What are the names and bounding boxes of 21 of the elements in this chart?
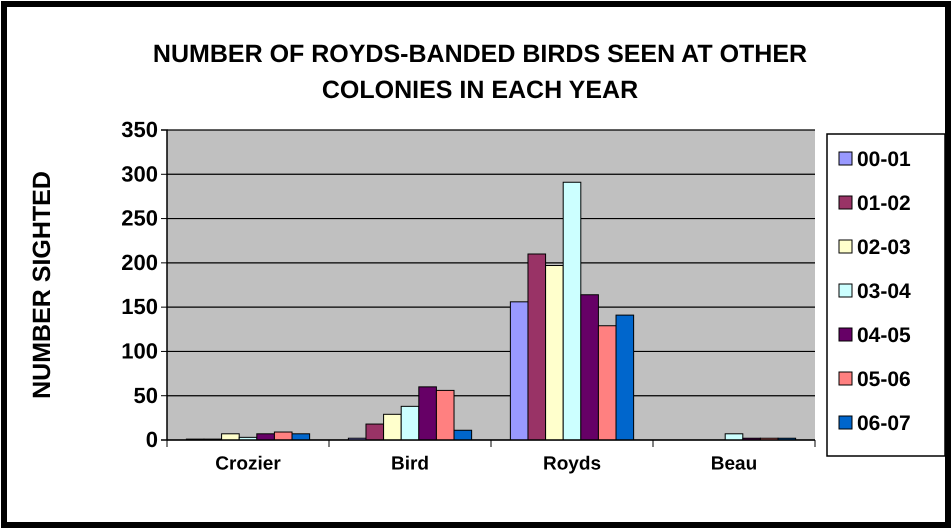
- x-tick-label: Bird: [391, 453, 429, 474]
- legend-label: 06-07: [857, 412, 911, 435]
- y-tick-label: 250: [121, 206, 158, 231]
- legend-label: 03-04: [857, 280, 912, 303]
- y-tick-label: 300: [121, 161, 158, 186]
- y-tick-label: 150: [121, 294, 158, 320]
- x-tick-label: Beau: [710, 453, 758, 474]
- chart-title: NUMBER OF ROYDS-BANDED BIRDS SEEN AT OTHER COLONIES IN EACH YEAR: [152, 40, 808, 104]
- y-tick-label: 350: [121, 117, 158, 142]
- legend-label: 02-03: [857, 236, 911, 259]
- y-axis-title: NUMBER SIGHTED: [28, 171, 56, 399]
- x-tick-label: Royds: [542, 453, 602, 474]
- y-tick-label: 200: [121, 250, 158, 275]
- y-tick-label: 100: [121, 338, 158, 364]
- legend-label: 00-01: [857, 148, 912, 171]
- legend-label: 05-06: [857, 368, 911, 391]
- legend-label: 04-05: [857, 324, 912, 347]
- y-tick-label: 50: [134, 382, 158, 408]
- x-tick-label: Crozier: [215, 453, 282, 474]
- legend-label: 01-02: [857, 192, 911, 215]
- y-tick-label: 0: [146, 427, 158, 452]
